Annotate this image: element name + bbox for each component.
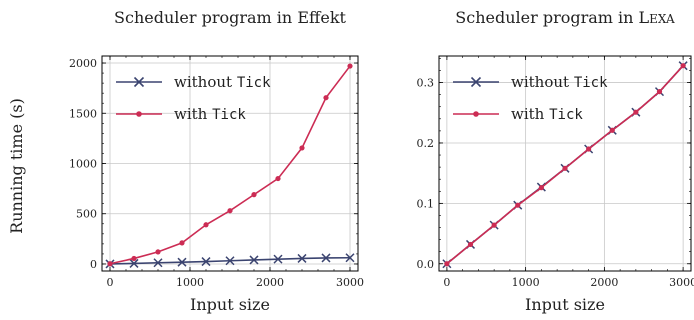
y-tick-label: 1000: [69, 158, 97, 171]
legend-label-code: Tick: [574, 75, 608, 91]
data-point-x: [249, 255, 259, 265]
x-axis-label: Input size: [190, 295, 270, 314]
data-point-dot: [538, 185, 544, 191]
data-point-dot: [515, 202, 521, 208]
data-point-x: [201, 257, 211, 267]
y-tick-label: 1500: [69, 107, 97, 120]
legend-label-code: Tick: [212, 107, 246, 123]
legend-marker-dot: [136, 111, 142, 117]
x-axis-label: Input size: [525, 295, 605, 314]
data-point-dot: [633, 109, 639, 115]
y-tick-label: 0.0: [417, 258, 435, 271]
data-point-dot: [656, 89, 663, 95]
y-tick-label: 2000: [69, 57, 97, 70]
legend-label: with Tick: [174, 105, 246, 123]
data-point-dot: [586, 146, 592, 152]
legend-label-text: without: [174, 73, 237, 91]
data-point-dot: [107, 261, 113, 267]
x-tick-label: 0: [443, 276, 450, 289]
chart-title: Scheduler program in LEXA: [455, 8, 675, 27]
y-tick-label: 0.1: [417, 197, 435, 210]
series-line: [446, 65, 684, 265]
data-point-x: [345, 253, 355, 263]
y-tick-label: 0: [90, 258, 97, 271]
legend-marker-dot: [473, 111, 479, 117]
series-line: [109, 65, 351, 265]
data-point-dot: [609, 127, 615, 133]
data-point-dot: [680, 63, 686, 69]
data-point-dot: [444, 261, 450, 267]
plot-frame: [101, 55, 359, 272]
data-point-dot: [467, 241, 474, 248]
legend-label-text: without: [511, 73, 574, 91]
x-tick-label: 2000: [256, 276, 284, 289]
legend-label: without Tick: [174, 73, 271, 91]
data-point-x: [129, 258, 139, 268]
legend-label-code: Tick: [237, 75, 271, 91]
data-point-x: [321, 253, 331, 263]
data-point-dot: [562, 165, 568, 171]
data-point-x: [177, 257, 187, 267]
figure-ylabel: Running time (s): [7, 98, 26, 234]
data-point-dot: [275, 175, 281, 182]
legend-label-code: Tick: [549, 107, 583, 123]
x-tick-label: 2000: [590, 276, 618, 289]
legend-label-text: with: [511, 105, 549, 123]
data-point-dot: [227, 208, 233, 214]
y-tick-label: 0.3: [417, 77, 435, 90]
plot-frame: [438, 55, 692, 272]
data-point-dot: [347, 63, 353, 69]
x-tick-label: 0: [107, 276, 114, 289]
legend-label: with Tick: [511, 105, 583, 123]
data-point-dot: [251, 192, 257, 198]
x-tick-label: 3000: [669, 276, 694, 289]
chart-lexa: Scheduler program in LEXA Input size 0 10…: [417, 8, 694, 314]
legend-marker-x: [133, 76, 145, 88]
x-tick-label: 3000: [336, 276, 364, 289]
data-point-x: [273, 254, 283, 264]
data-point-dot: [299, 145, 305, 151]
data-point-x: [297, 253, 307, 263]
data-point-dot: [131, 255, 137, 262]
data-point-dot: [323, 95, 329, 101]
legend-label: without Tick: [511, 73, 608, 91]
y-tick-label: 500: [76, 208, 97, 221]
chart-title-smallcaps: EXA: [649, 12, 675, 26]
data-point-dot: [179, 240, 185, 246]
chart-effekt: Scheduler program in Effekt Input size 0…: [69, 8, 364, 314]
data-point-dot: [491, 222, 497, 228]
chart-title: Scheduler program in Effekt: [114, 8, 346, 27]
legend-marker-x: [470, 76, 482, 88]
data-point-dot: [155, 249, 161, 255]
x-tick-label: 1000: [512, 276, 540, 289]
data-point-x: [153, 258, 163, 268]
y-tick-label: 0.2: [417, 137, 435, 150]
data-point-dot: [203, 222, 209, 228]
legend-label-text: with: [174, 105, 212, 123]
data-point-x: [225, 256, 235, 266]
x-tick-label: 1000: [176, 276, 204, 289]
chart-title-main: Scheduler program in L: [455, 8, 649, 27]
